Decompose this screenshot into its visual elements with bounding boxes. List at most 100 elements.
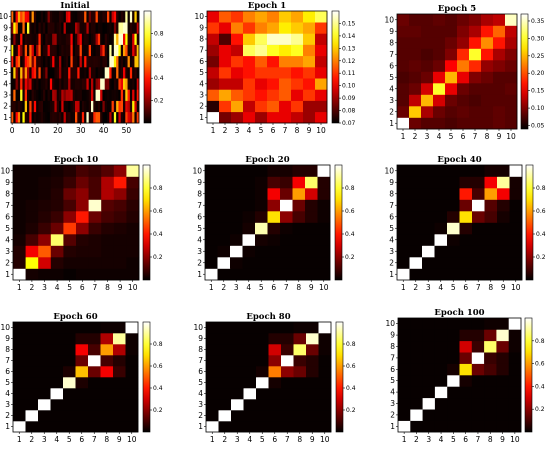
- colorbar-tick-label: 0.13: [342, 45, 356, 52]
- y-tick-label: 9: [197, 178, 202, 187]
- heatmap-cell: [256, 399, 269, 411]
- heatmap-cell: [101, 199, 115, 212]
- heatmap-cell: [317, 188, 331, 200]
- x-tick-label: 4: [246, 283, 251, 292]
- heatmap-cell: [447, 375, 460, 387]
- heatmap-cell: [410, 375, 423, 387]
- heatmap-cell: [27, 89, 30, 101]
- heatmap-cell: [116, 11, 119, 23]
- heatmap-cell: [68, 67, 71, 79]
- heatmap-cell: [93, 22, 96, 34]
- heatmap-cell: [206, 421, 219, 433]
- heatmap-cell: [292, 245, 306, 258]
- heatmap-cell: [52, 22, 55, 34]
- heatmap-cell: [303, 111, 316, 124]
- heatmap-cell: [104, 111, 108, 124]
- heatmap-cell: [434, 363, 448, 376]
- heatmap-cell: [123, 100, 126, 113]
- heatmap-cell: [20, 55, 23, 68]
- heatmap-cell: [207, 111, 220, 124]
- heatmap-cell: [111, 33, 115, 45]
- heatmap-cell: [410, 363, 423, 376]
- x-tick-label: 1: [401, 132, 406, 141]
- heatmap-cell: [61, 111, 64, 124]
- heatmap-cell: [113, 333, 126, 345]
- heatmap-cell: [79, 111, 83, 124]
- colorbar-tick-label: 0.8: [346, 341, 356, 348]
- heatmap-cell: [410, 318, 423, 330]
- heatmap-cell: [54, 100, 58, 113]
- heatmap-cell: [120, 100, 124, 113]
- heatmap-cell: [306, 377, 319, 389]
- heatmap-cell: [38, 22, 42, 34]
- heatmap-cell: [86, 111, 90, 124]
- heatmap-cell: [230, 188, 243, 200]
- heatmap-cell: [410, 420, 423, 433]
- heatmap-cell: [279, 11, 292, 23]
- x-tick-label: 6: [463, 283, 468, 292]
- x-tick-label: 9: [500, 435, 505, 444]
- heatmap-cell: [125, 100, 128, 113]
- heatmap-cell: [50, 388, 64, 400]
- heatmap-cell: [291, 111, 304, 124]
- heatmap-cell: [120, 55, 124, 68]
- heatmap-cell: [63, 11, 67, 23]
- heatmap-cell: [484, 397, 497, 410]
- heatmap-cell: [125, 111, 128, 124]
- chart-title: Epoch 80: [246, 312, 290, 322]
- heatmap-cell: [75, 333, 89, 345]
- chart-title: Epoch 100: [434, 308, 484, 318]
- heatmap-cell: [25, 344, 39, 356]
- heatmap-cell: [243, 399, 257, 411]
- heatmap-cell: [101, 245, 115, 258]
- heatmap-cell: [17, 100, 21, 113]
- heatmap-cell: [88, 211, 102, 223]
- heatmap-cell: [472, 222, 485, 235]
- heatmap-cell: [129, 89, 133, 101]
- heatmap-cell: [38, 211, 52, 223]
- y-tick-label: 8: [5, 345, 10, 354]
- heatmap-cell: [305, 234, 318, 246]
- heatmap-cell: [447, 211, 460, 223]
- heatmap-cell: [205, 234, 218, 246]
- heatmap-cell: [25, 399, 39, 411]
- heatmap-cell: [129, 55, 133, 68]
- heatmap-cell: [268, 399, 282, 411]
- y-tick-label: 7: [3, 46, 8, 55]
- heatmap-cell: [243, 388, 257, 400]
- heatmap-cell: [205, 165, 218, 177]
- heatmap-cell: [508, 329, 522, 342]
- heatmap-cell: [422, 188, 435, 200]
- heatmap-cell: [93, 89, 96, 101]
- heatmap-cell: [484, 176, 498, 189]
- y-tick-label: 4: [3, 79, 8, 88]
- heatmap-cell: [77, 67, 80, 79]
- heatmap-cell: [409, 176, 423, 189]
- heatmap-cell: [256, 344, 269, 356]
- x-tick-label: 9: [309, 283, 314, 292]
- heatmap-cell: [104, 11, 108, 23]
- heatmap-cell: [315, 67, 328, 79]
- heatmap-cell: [280, 211, 293, 223]
- heatmap-cell: [242, 176, 256, 189]
- heatmap-cell: [27, 111, 30, 124]
- heatmap-cell: [207, 55, 220, 68]
- heatmap-cell: [20, 44, 23, 57]
- heatmap-cell: [457, 117, 470, 130]
- heatmap-cell: [230, 234, 243, 246]
- heatmap-cell: [47, 33, 51, 45]
- heatmap-cell: [231, 89, 244, 101]
- heatmap-cell: [421, 48, 434, 61]
- heatmap-cell: [280, 268, 293, 281]
- colorbar-tick-label: 0.8: [536, 185, 546, 192]
- y-tick-label: 2: [198, 411, 203, 420]
- heatmap-cell: [206, 410, 219, 422]
- heatmap-cell: [100, 388, 114, 400]
- heatmap-cell: [113, 33, 117, 45]
- colorbar-tick-label: 0.09: [342, 95, 356, 102]
- x-tick-label: 3: [235, 126, 240, 135]
- heatmap-cell: [56, 11, 60, 23]
